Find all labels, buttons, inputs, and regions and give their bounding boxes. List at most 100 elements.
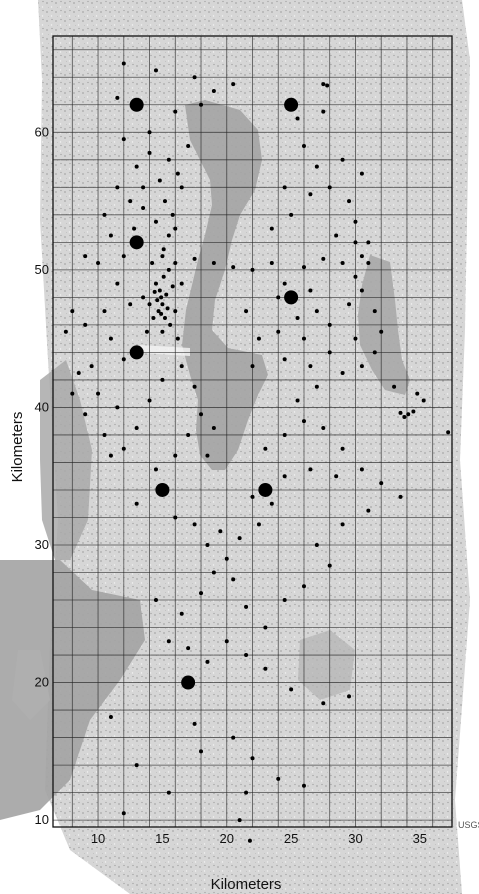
incident-point: [353, 274, 358, 279]
incident-point: [340, 157, 345, 162]
incident-point: [250, 494, 255, 499]
incident-point: [321, 701, 326, 706]
incident-point: [347, 199, 352, 204]
incident-point: [170, 284, 175, 289]
incident-point: [379, 481, 384, 486]
incident-point: [134, 426, 139, 431]
x-axis-title: Kilometers: [211, 876, 282, 893]
incident-point: [282, 281, 287, 286]
incident-point: [276, 295, 281, 300]
incident-point: [147, 302, 152, 307]
incident-point: [166, 157, 171, 162]
incident-point: [165, 306, 170, 311]
incident-point: [192, 522, 197, 527]
incident-point: [121, 137, 126, 142]
incident-point: [446, 430, 451, 435]
x-tick-label: 35: [413, 831, 427, 846]
incident-point: [173, 453, 178, 458]
incident-point: [108, 233, 113, 238]
incident-point: [325, 83, 330, 88]
incident-point: [89, 364, 94, 369]
incident-point: [359, 288, 364, 293]
station-point: [284, 97, 299, 112]
incident-point: [141, 295, 146, 300]
incident-point: [347, 302, 352, 307]
incident-point: [76, 371, 81, 376]
incident-point: [289, 687, 294, 692]
incident-point: [211, 426, 216, 431]
incident-point: [250, 756, 255, 761]
incident-point: [199, 591, 204, 596]
usgs-credit: USGS: [458, 820, 479, 830]
incident-point: [402, 415, 407, 420]
incident-point: [150, 260, 155, 265]
incident-point: [314, 164, 319, 169]
incident-point: [321, 256, 326, 261]
incident-point: [153, 219, 158, 224]
incident-point: [121, 61, 126, 66]
incident-point: [237, 536, 242, 541]
incident-point: [340, 446, 345, 451]
incident-point: [308, 467, 313, 472]
station-point: [129, 235, 144, 250]
incident-point: [108, 714, 113, 719]
station-point: [258, 482, 273, 497]
incident-point: [102, 212, 107, 217]
map-grid: [53, 36, 452, 827]
incident-point: [102, 432, 107, 437]
incident-point: [211, 570, 216, 575]
incident-point: [96, 391, 101, 396]
incident-point: [83, 322, 88, 327]
incident-point: [199, 412, 204, 417]
incident-point: [121, 254, 126, 259]
incident-point: [186, 432, 191, 437]
incident-point: [70, 391, 75, 396]
incident-point: [421, 398, 426, 403]
station-point: [129, 97, 144, 112]
incident-point: [155, 298, 160, 303]
incident-point: [244, 653, 249, 658]
incident-point: [276, 329, 281, 334]
incident-point: [164, 292, 169, 297]
incident-point: [192, 384, 197, 389]
incident-point: [282, 432, 287, 437]
incident-point: [314, 542, 319, 547]
incident-point: [160, 377, 165, 382]
x-tick-label: 15: [155, 831, 169, 846]
station-point: [155, 482, 170, 497]
incident-point: [179, 185, 184, 190]
lake-southwest-small: [12, 650, 50, 720]
incident-point: [301, 783, 306, 788]
y-axis-ticks: 10 20 30 40 50 60: [35, 124, 49, 827]
incident-point: [192, 721, 197, 726]
incident-point: [153, 68, 158, 73]
incident-point: [175, 171, 180, 176]
incident-point: [398, 410, 403, 415]
station-point: [181, 675, 196, 690]
incident-point: [359, 171, 364, 176]
incident-point: [128, 199, 133, 204]
incident-point: [166, 639, 171, 644]
y-axis-title: Kilometers: [9, 412, 26, 483]
incident-point: [102, 309, 107, 314]
plot-frame: [52, 35, 453, 828]
incident-point: [327, 563, 332, 568]
incident-point: [147, 398, 152, 403]
incident-point: [353, 336, 358, 341]
incident-point: [121, 357, 126, 362]
incident-point: [359, 467, 364, 472]
incident-point: [166, 233, 171, 238]
incident-point: [406, 412, 411, 417]
incident-point: [334, 233, 339, 238]
incident-point: [353, 240, 358, 245]
x-tick-label: 20: [220, 831, 234, 846]
incident-point: [159, 311, 164, 316]
incident-point: [179, 281, 184, 286]
x-tick-label: 10: [91, 831, 105, 846]
incident-point: [173, 226, 178, 231]
incident-point: [128, 302, 133, 307]
incident-point: [256, 336, 261, 341]
incident-point: [340, 522, 345, 527]
